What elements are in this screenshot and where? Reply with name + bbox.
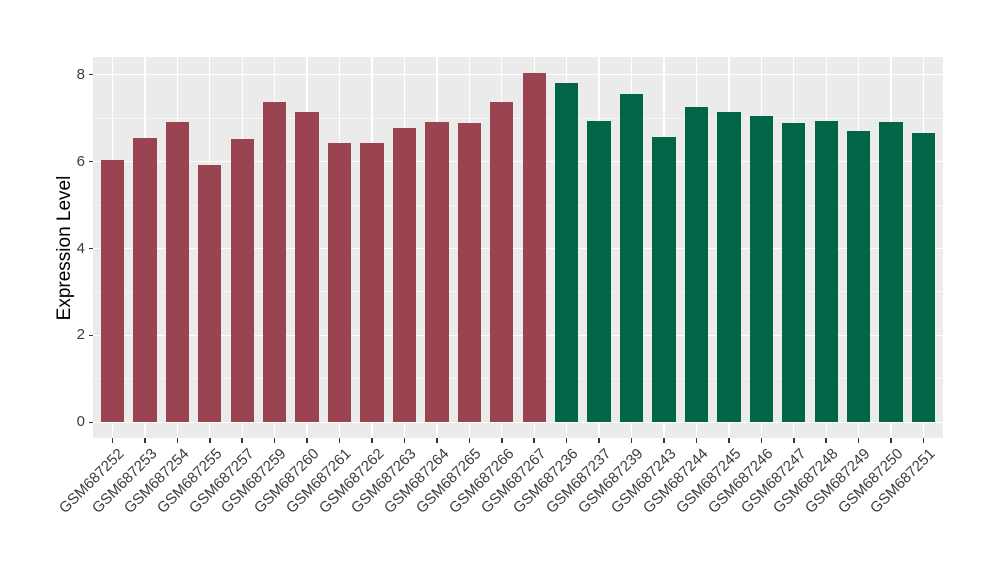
bar-GSM687255 <box>198 165 222 423</box>
y-tick-mark-4 <box>88 247 93 250</box>
gridline-major-y8 <box>93 73 943 76</box>
x-tick-mark <box>176 438 179 443</box>
bar-GSM687243 <box>652 136 676 423</box>
gridline-minor-y5 <box>93 204 943 206</box>
x-tick-mark <box>144 438 146 443</box>
bar-GSM687266 <box>490 101 514 423</box>
bar-GSM687265 <box>457 123 481 423</box>
gridline-major-y6 <box>93 160 943 163</box>
bar-GSM687259 <box>263 101 287 423</box>
bar-GSM687251 <box>911 133 936 423</box>
gridline-major-y4 <box>93 247 943 250</box>
bar-GSM687253 <box>133 138 157 423</box>
x-tick-mark <box>890 438 892 443</box>
x-tick-mark <box>565 438 568 443</box>
y-tick-label: 2 <box>76 326 85 344</box>
gridline-major-y0 <box>93 421 943 424</box>
bar-GSM687236 <box>554 82 579 423</box>
bar-GSM687260 <box>295 111 319 423</box>
x-tick-mark <box>728 438 730 443</box>
x-tick-mark <box>468 438 471 443</box>
x-tick-mark <box>501 438 503 443</box>
bar-GSM687247 <box>782 122 806 423</box>
bar-GSM687252 <box>100 159 125 423</box>
x-tick-mark <box>695 438 698 443</box>
x-tick-mark <box>306 438 308 443</box>
plot-panel <box>93 57 943 438</box>
bar-GSM687257 <box>230 139 254 423</box>
gridline-minor-y1 <box>93 378 943 380</box>
bar-GSM687261 <box>327 143 352 423</box>
y-tick-mark-2 <box>88 334 93 337</box>
bar-GSM687248 <box>814 121 838 423</box>
x-tick-mark <box>857 438 860 443</box>
x-tick-mark <box>663 438 665 443</box>
y-tick-label: 8 <box>76 65 85 83</box>
bar-GSM687262 <box>360 143 384 423</box>
x-tick-mark <box>241 438 243 443</box>
x-tick-mark <box>111 438 114 443</box>
x-tick-mark <box>371 438 373 443</box>
bar-GSM687245 <box>717 111 741 423</box>
x-tick-mark <box>209 438 211 443</box>
bar-GSM687246 <box>749 115 773 423</box>
gridline-minor-y7 <box>93 117 943 119</box>
y-tick-label: 0 <box>76 413 85 431</box>
gridline-minor-y3 <box>93 291 943 293</box>
x-tick-mark <box>760 438 763 443</box>
x-tick-mark <box>598 438 600 443</box>
bar-GSM687263 <box>392 127 417 423</box>
x-tick-mark <box>338 438 341 443</box>
x-tick-mark <box>825 438 827 443</box>
y-tick-mark-0 <box>88 421 93 424</box>
bar-GSM687237 <box>587 120 611 423</box>
y-tick-label: 4 <box>76 239 85 257</box>
gridline-major-y2 <box>93 334 943 337</box>
bar-GSM687254 <box>165 122 189 423</box>
bar-GSM687239 <box>619 93 644 423</box>
x-tick-mark <box>403 438 406 443</box>
x-tick-mark <box>922 438 925 443</box>
x-tick-mark <box>273 438 276 443</box>
y-tick-label: 6 <box>76 152 85 170</box>
bar-GSM687267 <box>522 73 546 423</box>
y-tick-mark-8 <box>88 73 93 76</box>
x-tick-mark <box>436 438 438 443</box>
bar-GSM687264 <box>425 121 449 423</box>
bar-GSM687244 <box>684 107 709 423</box>
x-tick-mark <box>533 438 535 443</box>
x-tick-mark <box>793 438 795 443</box>
y-tick-mark-6 <box>88 160 93 163</box>
x-tick-mark <box>630 438 633 443</box>
bar-GSM687250 <box>879 121 903 423</box>
bar-GSM687249 <box>846 130 871 423</box>
